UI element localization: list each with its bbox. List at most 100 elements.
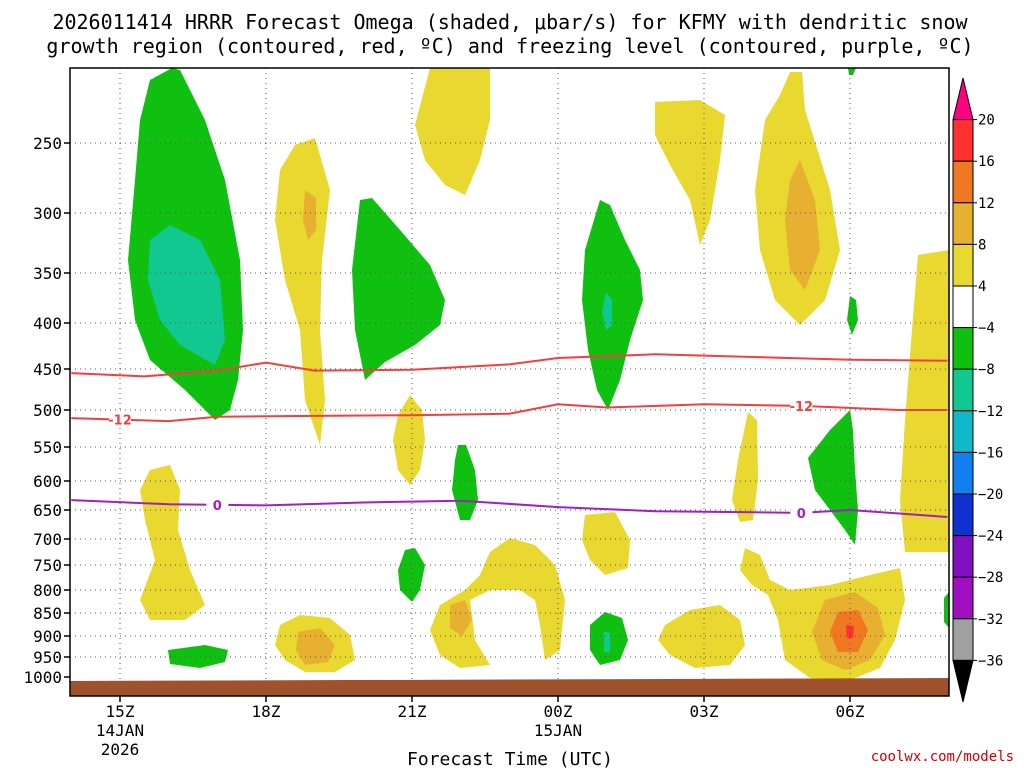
y-tick-label: 800 — [33, 581, 62, 600]
colorbar-segment — [952, 285, 974, 329]
chart-title-line2: growth region (contoured, red, ºC) and f… — [46, 34, 973, 58]
contour-label: -12 — [108, 414, 132, 429]
plot-frame — [69, 67, 950, 697]
omega-negative-region — [352, 198, 445, 380]
omega-positive-12-region — [303, 190, 316, 240]
colorbar-segment — [952, 243, 974, 287]
omega-negative-region — [847, 296, 858, 335]
contour-label-bg — [206, 496, 229, 512]
colorbar-segment — [952, 410, 974, 453]
y-tick-label: 900 — [33, 627, 62, 646]
contour-label: -12 — [790, 400, 814, 415]
terrain-strip — [70, 678, 949, 696]
omega-negative-region — [944, 592, 949, 628]
omega-positive-region — [658, 605, 745, 668]
colorbar-segment — [952, 160, 974, 204]
omega-positive-12-region — [296, 628, 335, 665]
colorbar-label: −28 — [978, 570, 1003, 586]
y-tick-label: 300 — [33, 204, 62, 223]
y-tick-label: 350 — [33, 264, 62, 283]
omega-positive-region — [430, 538, 565, 668]
x-tick-label: 06Z — [836, 702, 865, 721]
y-tick-label: 600 — [33, 472, 62, 491]
colorbar-label: 8 — [978, 237, 986, 253]
omega-negative-8-region — [604, 632, 610, 652]
colorbar-label: 16 — [978, 154, 995, 170]
contour-label-bg — [790, 397, 813, 413]
y-tick-label: 450 — [33, 360, 62, 379]
colorbar-segment — [952, 618, 974, 661]
contour-label: 0 — [797, 507, 806, 522]
y-tick-label: 550 — [33, 438, 62, 457]
omega-positive-region — [900, 250, 949, 552]
y-axis: 250 300 350 400 450 500 550 600 650 700 750 800 850 9… — [23, 134, 70, 687]
contour-label-bg — [109, 411, 131, 427]
colorbar-label: 12 — [978, 196, 995, 212]
colorbar-segment — [952, 576, 974, 620]
x-tick-label: 15Z — [106, 702, 135, 721]
x-tick-label: 03Z — [690, 702, 719, 721]
contour-freezing-level — [71, 499, 948, 518]
contour-dgz-bottom — [71, 403, 948, 423]
omega-positive-12-region — [785, 160, 820, 290]
omega-positive-region — [732, 412, 758, 522]
colorbar-label: 4 — [978, 279, 986, 295]
omega-positive-20-region — [846, 625, 854, 638]
colorbar-label: −16 — [978, 445, 1003, 461]
colorbar-segment — [952, 368, 974, 412]
colorbar-segment — [952, 493, 974, 537]
y-tick-label: 700 — [33, 530, 62, 549]
omega-positive-region — [393, 395, 425, 485]
colorbar-label: −36 — [978, 653, 1003, 669]
y-tick-label: 250 — [33, 134, 62, 153]
omega-positive-region — [415, 68, 490, 195]
contour-dgz-top — [71, 353, 948, 378]
colorbar-label: −20 — [978, 487, 1003, 503]
omega-positive-12-region — [450, 600, 472, 636]
colorbar-segment — [952, 451, 974, 495]
colorbar-label: −4 — [978, 321, 995, 337]
omega-shading — [140, 68, 949, 680]
colorbar-segment — [952, 119, 974, 162]
chart-title-line1: 2026011414 HRRR Forecast Omega (shaded, … — [52, 10, 968, 34]
omega-negative-8-region — [148, 225, 225, 365]
omega-positive-region — [655, 100, 725, 245]
x-tick-label: 21Z — [398, 702, 427, 721]
y-tick-label: 400 — [33, 314, 62, 333]
y-tick-label: 950 — [33, 648, 62, 667]
colorbar-label: 20 — [978, 113, 995, 129]
colorbar-top-arrow — [952, 77, 974, 121]
x-tick-label: 18Z — [252, 702, 281, 721]
y-tick-label: 650 — [33, 501, 62, 520]
colorbar-label: −24 — [978, 529, 1003, 545]
omega-positive-region — [582, 512, 630, 575]
colorbar-segment — [952, 535, 974, 578]
x-tick-label: 00Z — [544, 702, 573, 721]
y-tick-label: 1000 — [23, 668, 62, 687]
omega-positive-region — [275, 138, 330, 445]
colorbar: 20 16 12 8 4 −4 −8 −12 −16 −20 −24 −28 −32 −36 — [952, 77, 1003, 703]
x-tick-date: 15JAN — [534, 721, 582, 740]
colorbar-label: −12 — [978, 404, 1003, 420]
contour-label: 0 — [213, 499, 222, 514]
y-tick-label: 500 — [33, 401, 62, 420]
colorbar-segment — [952, 202, 974, 245]
colorbar-segment — [952, 327, 974, 370]
omega-negative-8-region — [602, 292, 612, 330]
y-tick-label: 850 — [33, 604, 62, 623]
y-tick-label: 750 — [33, 556, 62, 575]
x-tick-date: 14JAN — [96, 721, 144, 740]
omega-negative-shading — [128, 68, 949, 668]
x-axis-label: Forecast Time (UTC) — [407, 749, 613, 768]
colorbar-label: −32 — [978, 612, 1003, 628]
colorbar-bottom-arrow — [952, 659, 974, 703]
x-tick-year: 2026 — [101, 740, 140, 759]
omega-negative-region — [398, 548, 425, 602]
omega-negative-region — [168, 645, 228, 668]
contour-label-bg — [790, 504, 813, 520]
contour-lines: -12 -12 0 0 — [71, 353, 948, 522]
credit-text: coolwx.com/models — [871, 749, 1014, 765]
colorbar-label: −8 — [978, 362, 995, 378]
